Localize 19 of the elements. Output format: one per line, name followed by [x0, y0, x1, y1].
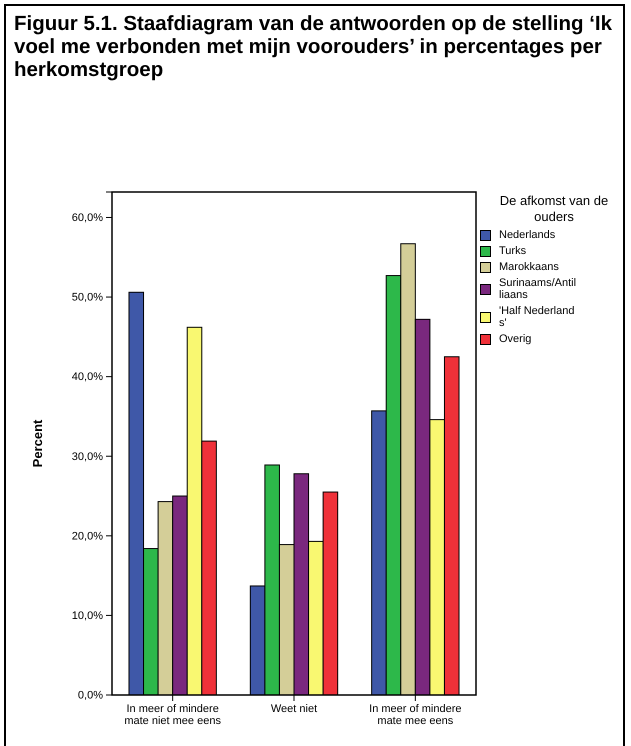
- legend-label: Marokkaans: [499, 261, 560, 273]
- y-axis-title: Percent: [30, 418, 45, 468]
- y-tick-label: 50,0%: [72, 292, 104, 304]
- y-tick-label: 30,0%: [72, 450, 104, 463]
- legend-label: Nederlands: [499, 229, 556, 241]
- y-tick-label: 40,0%: [72, 371, 104, 384]
- legend-title: De afkomst van de ouders: [498, 193, 610, 225]
- x-tick-label: Weet niet: [270, 703, 318, 715]
- legend-label: 'Half Nederlands': [499, 305, 576, 329]
- y-tick-label: 10,0%: [72, 610, 104, 622]
- y-tick-label: 60,0%: [72, 212, 104, 224]
- x-tick-label: In meer of mindere mate mee eens: [369, 703, 462, 728]
- legend-label: Overig: [499, 333, 532, 345]
- chart-title: Figuur 5.1. Staafdiagram van de antwoorden op de stelling ‘Ik voel me verbonden met mijn voorouders’ in percentages per herkomstgroep: [14, 12, 614, 81]
- y-tick-label: 0,0%: [78, 690, 104, 702]
- y-tick-label: 20,0%: [72, 530, 104, 542]
- legend-label: Surinaams/Antilliaans: [499, 277, 577, 301]
- x-tick-label: In meer of mindere mate niet mee eens: [124, 703, 222, 728]
- legend-label: Turks: [499, 245, 528, 257]
